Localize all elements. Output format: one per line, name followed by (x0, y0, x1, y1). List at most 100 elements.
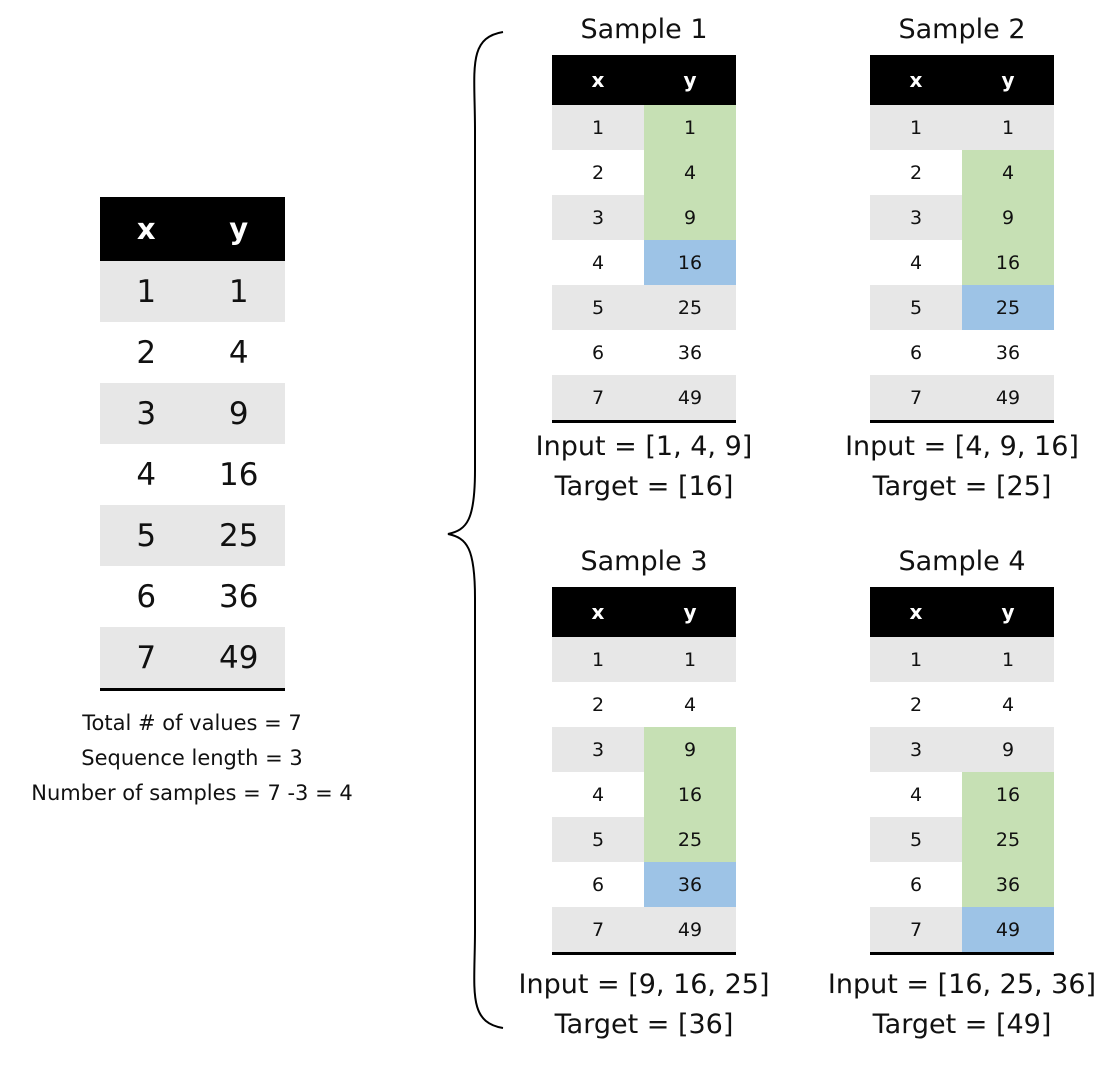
input-value-cell: 16 (962, 240, 1054, 285)
cell-y: 25 (644, 285, 736, 330)
input-value-cell: 25 (644, 817, 736, 862)
table-header-row: x y (100, 197, 285, 261)
table-row: 5 25 (100, 505, 285, 566)
table-row: 6 36 (100, 566, 285, 627)
cell-y: 9 (962, 727, 1054, 772)
target-label: Target = [49] (872, 1009, 1052, 1040)
table-row: 7 49 (552, 375, 736, 422)
input-label: Input = [16, 25, 36] (827, 969, 1097, 1000)
cell-x: 6 (909, 341, 923, 364)
input-value-cell: 4 (962, 150, 1054, 195)
table-row: 6 36 (870, 862, 1054, 907)
cell-y: 49 (644, 375, 736, 422)
input-value-cell: 9 (962, 195, 1054, 240)
target-value-cell: 49 (962, 907, 1054, 954)
cell-x: 3 (552, 195, 644, 240)
cell-y: 4 (1001, 693, 1015, 716)
cell-x: 1 (870, 637, 962, 682)
cell-x: 4 (591, 783, 605, 806)
table-row: 2 4 (100, 322, 285, 383)
cell-x: 3 (100, 383, 193, 444)
input-value-cell: 16 (644, 772, 736, 817)
cell-y: 16 (219, 456, 259, 493)
table-row: 3 9 (100, 383, 285, 444)
column-header-y: y (644, 55, 736, 105)
cell-x: 7 (552, 375, 644, 422)
column-header-y: y (962, 587, 1054, 637)
input-label: Input = [9, 16, 25] (518, 969, 770, 1000)
table-row: 7 49 (870, 375, 1054, 422)
table-row: 4 16 (870, 240, 1054, 285)
sample-caption: Input = [9, 16, 25] Target = [36] (482, 965, 806, 1045)
cell-x: 5 (552, 817, 644, 862)
table-row: 6 36 (552, 862, 736, 907)
target-value-cell: 25 (962, 285, 1054, 330)
cell-x: 2 (909, 161, 923, 184)
cell-x: 7 (100, 627, 193, 690)
column-header-y: y (192, 197, 285, 261)
sample-title: Sample 2 (898, 14, 1026, 45)
column-header-x: x (870, 55, 962, 105)
cell-x: 6 (591, 873, 605, 896)
target-label: Target = [25] (872, 471, 1052, 502)
cell-x: 4 (909, 783, 923, 806)
input-value-cell: 1 (644, 105, 736, 150)
column-header-x: x (870, 587, 962, 637)
cell-y: 1 (192, 261, 285, 322)
sequence-length-note: Sequence length = 3 (81, 746, 303, 770)
input-label: Input = [1, 4, 9] (535, 431, 753, 462)
column-header-y: y (962, 55, 1054, 105)
table-row: 5 25 (870, 285, 1054, 330)
table-row: 4 16 (870, 772, 1054, 817)
cell-x: 4 (591, 251, 605, 274)
cell-x: 4 (136, 456, 157, 493)
cell-x: 5 (100, 505, 193, 566)
cell-x: 2 (909, 693, 923, 716)
sequence-notes: Total # of values = 7 Sequence length = … (0, 706, 384, 811)
number-of-samples-note: Number of samples = 7 -3 = 4 (31, 781, 353, 805)
sample-caption: Input = [4, 9, 16] Target = [25] (800, 427, 1109, 507)
sample-title: Sample 3 (580, 546, 708, 577)
table-row: 7 49 (870, 907, 1054, 954)
cell-x: 4 (909, 251, 923, 274)
table-row: 6 36 (870, 330, 1054, 375)
table-row: 5 25 (552, 285, 736, 330)
table-header-row: x y (552, 587, 736, 637)
cell-x: 2 (136, 334, 157, 371)
table-row: 4 16 (552, 772, 736, 817)
cell-x: 3 (870, 195, 962, 240)
sample-title: Sample 1 (580, 14, 708, 45)
cell-y: 49 (644, 907, 736, 954)
table-row: 1 1 (100, 261, 285, 322)
cell-y: 49 (962, 375, 1054, 422)
table-row: 4 16 (100, 444, 285, 505)
input-value-cell: 9 (644, 195, 736, 240)
table-row: 7 49 (552, 907, 736, 954)
cell-x: 6 (136, 578, 157, 615)
cell-y: 36 (677, 341, 703, 364)
cell-x: 1 (100, 261, 193, 322)
table-header-row: x y (870, 55, 1054, 105)
cell-y: 4 (228, 334, 249, 371)
cell-y: 25 (192, 505, 285, 566)
cell-x: 1 (870, 105, 962, 150)
target-value-cell: 16 (644, 240, 736, 285)
table-row: 7 49 (100, 627, 285, 690)
cell-x: 5 (870, 817, 962, 862)
column-header-x: x (552, 587, 644, 637)
cell-y: 9 (192, 383, 285, 444)
